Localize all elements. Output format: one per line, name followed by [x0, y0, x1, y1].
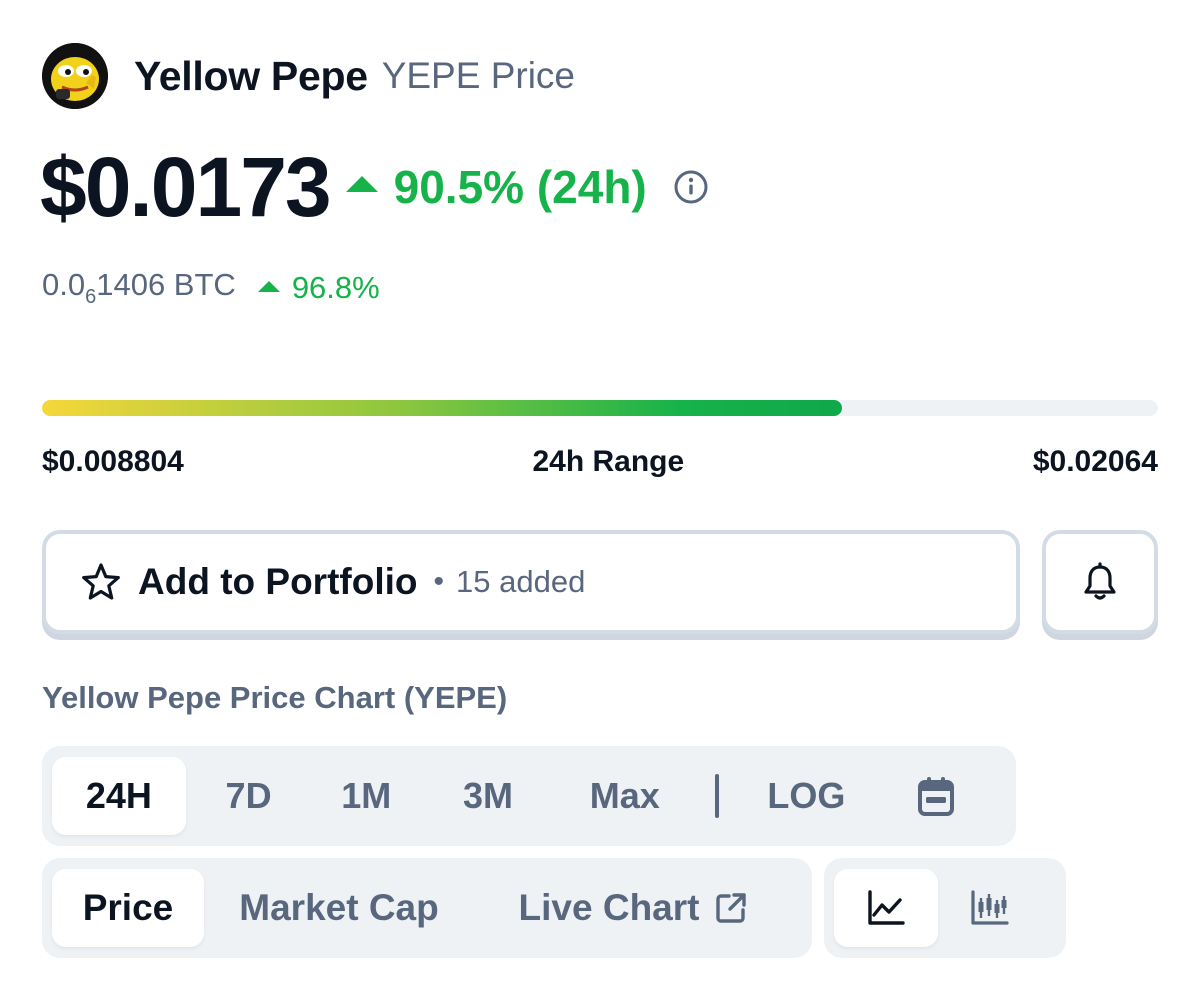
btc-price-rest: 1406 BTC — [96, 267, 236, 302]
btc-change: 96.8% — [257, 270, 380, 306]
candlestick-view-button[interactable] — [938, 869, 1042, 947]
range-low: $0.008804 — [42, 445, 184, 478]
up-arrow-icon — [345, 176, 378, 192]
tab-7d[interactable]: 7D — [225, 775, 272, 816]
calendar-button[interactable] — [866, 757, 1006, 835]
line-chart-icon — [868, 890, 905, 925]
range-bar-fill — [42, 400, 843, 416]
line-chart-view-button[interactable] — [834, 869, 938, 947]
range-labels: $0.008804 24h Range $0.02064 — [42, 440, 1158, 484]
price-alert-button[interactable] — [1042, 530, 1158, 634]
up-arrow-icon — [257, 280, 280, 292]
tab-divider — [714, 774, 719, 818]
chart-view-tabs — [824, 858, 1066, 958]
price-row: $0.0173 90.5% (24h) — [40, 140, 709, 234]
live-chart-label: Live Chart — [518, 887, 700, 928]
range-high: $0.02064 — [1032, 445, 1158, 478]
chart-range-tabs: 24H 7D 1M 3M Max LOG — [42, 746, 1016, 846]
candlestick-chart-icon — [971, 890, 1009, 925]
star-icon — [82, 563, 120, 600]
portfolio-label: Add to Portfolio — [138, 561, 418, 602]
tab-price[interactable]: Price — [52, 869, 204, 947]
price-change-24h: 90.5% (24h) — [345, 160, 647, 214]
tab-3m[interactable]: 3M — [463, 775, 514, 816]
tab-24h[interactable]: 24H — [52, 757, 186, 835]
usd-price: $0.0173 — [40, 139, 332, 234]
price-change-value: 90.5% (24h) — [393, 161, 647, 213]
coin-price-subtitle: YEPE Price — [381, 55, 575, 96]
range-bar — [42, 400, 1158, 416]
chart-type-tabs: Price Market Cap Live Chart — [42, 858, 812, 958]
btc-price-subscript: 6 — [85, 286, 97, 308]
btc-price-prefix: 0.0 — [42, 267, 86, 302]
tab-1m[interactable]: 1M — [341, 775, 392, 816]
tab-market-cap[interactable]: Market Cap — [239, 887, 439, 928]
bell-icon — [1084, 562, 1116, 600]
portfolio-separator: • — [433, 565, 445, 598]
btc-price: 0.061406 BTC — [42, 267, 236, 309]
coin-name: Yellow Pepe — [134, 52, 368, 99]
calendar-icon — [918, 777, 955, 816]
external-link-icon — [716, 893, 747, 923]
yellow-pepe-logo-icon — [42, 43, 108, 109]
coin-header: Yellow Pepe YEPE Price — [42, 43, 575, 109]
tab-max[interactable]: Max — [589, 775, 660, 816]
tab-log[interactable]: LOG — [767, 775, 846, 816]
info-circle-icon[interactable] — [673, 169, 709, 205]
portfolio-count: 15 added — [456, 564, 586, 599]
range-label: 24h Range — [532, 445, 685, 478]
btc-price-row: 0.061406 BTC 96.8% — [42, 266, 380, 310]
chart-section-title: Yellow Pepe Price Chart (YEPE) — [42, 680, 508, 715]
add-to-portfolio-button[interactable]: Add to Portfolio • 15 added — [42, 530, 1020, 634]
btc-change-value: 96.8% — [291, 270, 380, 305]
tab-live-chart[interactable]: Live Chart — [474, 869, 794, 947]
